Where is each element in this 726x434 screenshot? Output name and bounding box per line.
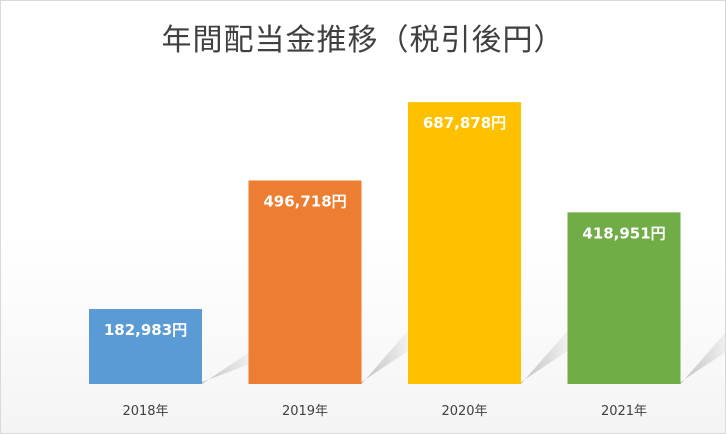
chart-title: 年間配当金推移（税引後円） (161, 23, 565, 58)
category-label: 2019年 (282, 404, 328, 419)
data-label: 496,718円 (263, 192, 346, 210)
bar-2020年 (408, 102, 521, 384)
data-label: 687,878円 (423, 114, 506, 132)
bar-shadow (361, 321, 417, 384)
bar-shadow (521, 321, 576, 384)
bar-shadow (202, 346, 257, 384)
bar-shadow (680, 333, 725, 384)
category-label: 2018年 (122, 404, 168, 419)
category-label: 2021年 (601, 404, 647, 419)
bar-2019年 (248, 180, 362, 384)
data-label: 418,951円 (582, 224, 665, 242)
bar-2018年 (89, 309, 202, 384)
category-label: 2020年 (441, 404, 487, 419)
bar-2021年 (567, 212, 681, 384)
data-label: 182,983円 (104, 321, 187, 339)
